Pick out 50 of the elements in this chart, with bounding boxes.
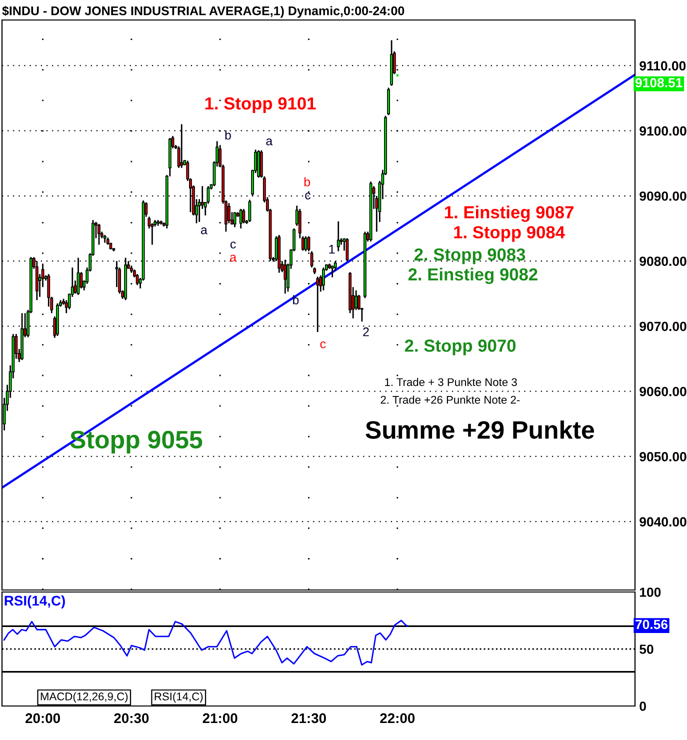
annotation: 2. Einstieg 9082 [408,268,538,284]
annotation: 2. Stopp 9083 [414,248,526,264]
annotation: b [304,177,310,186]
annotation: a [200,227,208,234]
text: 70.56 [636,620,668,630]
annotation: RSI(14,C) [154,692,203,703]
annotation: a [266,138,273,146]
annotation: Summe +29 Punkte [366,420,594,439]
y-tick-label: 50 [640,644,654,654]
annotation: Stopp 9055 [70,430,202,454]
y-tick-label: 0 [640,702,646,711]
x-tick-label: 21:00 [202,713,238,724]
candlestick [330,264,334,278]
annotation: 1. Einstieg 9087 [444,206,574,222]
candlestick [228,202,230,224]
candlestick [233,211,236,228]
series-label: RSI(14,C) [4,595,65,608]
annotation: c [305,192,311,200]
x-tick-label: 20:00 [26,713,60,724]
y-tick-label: 9070.00 [640,322,686,332]
annotation: 1 [329,244,335,254]
annotation: b [293,295,299,304]
y-tick-label: 9050.00 [640,452,686,462]
line-series [3,620,409,666]
x-tick-label: 20:30 [114,713,149,724]
y-tick-label: 9100.00 [640,126,686,136]
y-tick-label: 100 [640,588,661,597]
annotation: c [230,242,236,249]
annotation: 2 [363,327,369,336]
annotation: MACD(12,26,9,C) [40,692,128,703]
annotation: c [320,341,326,348]
x-tick-label: 21:30 [291,713,326,724]
y-tick-label: 9090.00 [640,191,686,201]
y-tick-label: 9110.00 [640,61,686,71]
annotation: 1. Stopp 9084 [454,226,565,242]
candlestick [336,220,340,252]
y-tick-label: 9080.00 [640,256,686,266]
annotation: 1. Trade + 3 Punkte Note 3 [385,378,517,386]
x-tick-label: 22:00 [380,713,415,724]
text: 9108.51 [635,78,682,88]
annotation: 2. Trade +26 Punkte Note 2- [380,396,520,404]
annotation: 2. Stopp 9070 [404,340,516,356]
y-tick-label: 9060.00 [640,386,686,396]
candlestick [98,223,100,246]
annotation: 1. Stopp 9101 [205,97,316,114]
chart-title: $INDU - DOW JONES INDUSTRIAL AVERAGE,1) Dynamic,0:00-24:00 [2,6,404,18]
candlestick [322,266,325,292]
y-tick-label: 9040.00 [640,517,686,527]
annotation: a [230,254,237,262]
annotation: b [225,130,231,140]
